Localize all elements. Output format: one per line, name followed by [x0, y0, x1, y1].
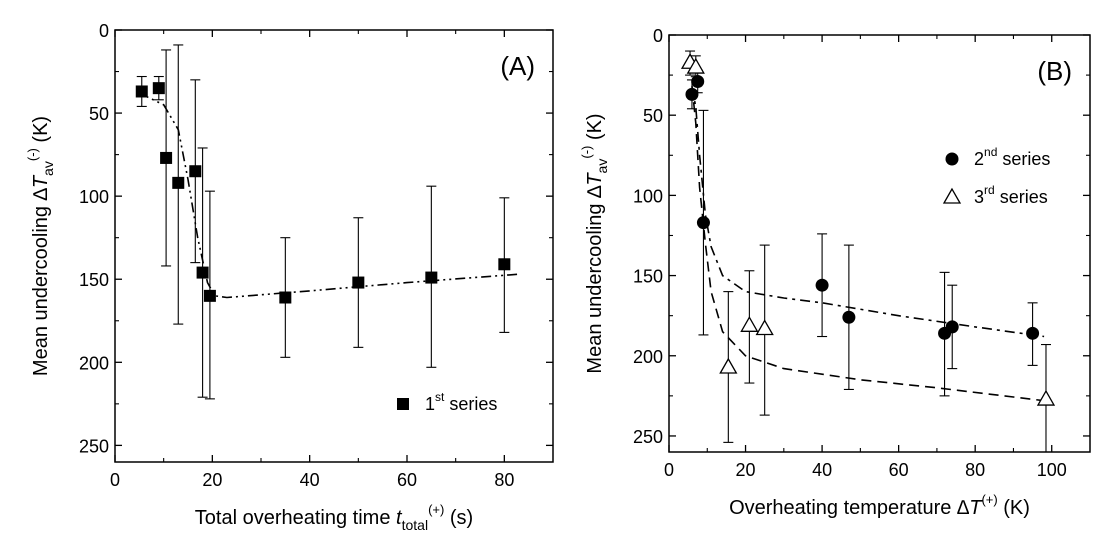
y-tick-label: 0 [653, 26, 663, 46]
data-point-circle [691, 75, 705, 89]
panel-label: (B) [1037, 56, 1072, 86]
x-tick-label: 40 [812, 460, 832, 480]
x-tick-label: 60 [889, 460, 909, 480]
data-point-triangle [686, 57, 705, 74]
data-point-triangle [942, 187, 962, 204]
x-axis-title-superscript: (+) [981, 492, 997, 507]
legend-label: 2nd series [974, 145, 1050, 169]
panel-b: 0 20 40 60 80 100 0 50 100 150 200 250 Overheating t… [579, 26, 1091, 519]
data-point-square [135, 85, 148, 98]
y-tick-label: 150 [633, 267, 663, 287]
plot-frame [114, 29, 554, 463]
y-axis-title-variable: T [584, 172, 606, 186]
y-tick-label: 200 [633, 347, 663, 367]
legend-label: 1st series [425, 390, 497, 414]
x-tick-label: 80 [965, 460, 985, 480]
x-axis-title-text: Overheating temperature [729, 497, 957, 519]
legend-ordinal: rd [984, 183, 995, 197]
y-axis-title-subscript: av [594, 159, 610, 174]
x-axis-title: Overheating temperature ∆T(+) (K) [729, 492, 1030, 519]
x-tick-label: 40 [300, 470, 320, 490]
x-tick-label: 100 [1037, 460, 1067, 480]
data-point-square [397, 398, 409, 410]
x-axis-title-variable: t [396, 507, 403, 529]
data-point-square [172, 176, 185, 189]
legend-label: 3rd series [974, 183, 1048, 207]
data-point-triangle [719, 357, 738, 374]
data-point-square [279, 291, 292, 304]
fit-line [691, 86, 1045, 402]
legend-ordinal: nd [984, 145, 997, 159]
legend-text: series [444, 394, 497, 414]
y-axis-title-text: Mean undercooling ∆ [30, 187, 52, 376]
legend-text: series [995, 187, 1048, 207]
x-axis-title-unit: (K) [998, 497, 1030, 519]
x-axis-title-variable: ∆T [957, 497, 983, 519]
data-point-square [203, 289, 216, 302]
x-axis-title-unit: (s) [444, 507, 473, 529]
data-point-circle [945, 152, 959, 166]
data-point-circle [1026, 326, 1040, 340]
fit-line [138, 92, 519, 299]
x-axis-title-superscript: (+) [428, 502, 444, 517]
y-axis-title-superscript: (-) [579, 146, 594, 159]
legend-number: 1 [425, 394, 435, 414]
data-point-circle [945, 320, 959, 334]
data-point-square [160, 151, 173, 164]
data-point-circle [696, 216, 710, 230]
x-tick-label: 20 [202, 470, 222, 490]
data-point-triangle [1036, 389, 1056, 406]
data-point-square [189, 165, 202, 178]
y-tick-label: 0 [99, 21, 109, 41]
legend-text: series [997, 149, 1050, 169]
plot-frame [668, 34, 1091, 453]
y-tick-label: 50 [89, 104, 109, 124]
data-point-square [196, 266, 209, 279]
x-axis-title-subscript: total [402, 517, 428, 533]
x-axis-title-text: Total overheating time [195, 507, 396, 529]
y-tick-label: 250 [79, 436, 109, 456]
data-point-square [425, 271, 438, 284]
x-axis-title: Total overheating time ttotal(+) (s) [195, 502, 473, 533]
legend-number: 2 [974, 149, 984, 169]
fit-line [691, 86, 1045, 338]
y-axis-title-subscript: av [40, 161, 56, 176]
legend-number: 3 [974, 187, 984, 207]
data-point-square [498, 258, 511, 271]
data-point-circle [815, 278, 829, 292]
y-tick-label: 200 [79, 353, 109, 373]
y-axis-title-superscript: (-) [25, 148, 40, 161]
y-axis-title: Mean undercooling ∆Tav(-) (K) [25, 116, 56, 376]
y-tick-label: 100 [79, 187, 109, 207]
y-axis-title-unit: (K) [30, 116, 52, 148]
panel-a: 0 20 40 60 80 0 50 100 150 200 250 Total overheatin… [25, 21, 554, 533]
panel-label: (A) [500, 51, 535, 81]
y-axis-title-unit: (K) [584, 113, 606, 145]
data-point-triangle [740, 315, 759, 332]
x-tick-label: 60 [397, 470, 417, 490]
y-tick-label: 100 [633, 186, 663, 206]
data-point-square [352, 276, 365, 289]
y-axis-title: Mean undercooling ∆Tav(-) (K) [579, 113, 610, 373]
data-point-circle [685, 87, 699, 101]
data-point-square [152, 82, 165, 95]
y-tick-label: 150 [79, 270, 109, 290]
y-axis-title-text: Mean undercooling ∆ [584, 185, 606, 374]
legend-ordinal: st [435, 390, 445, 404]
x-tick-label: 0 [110, 470, 120, 490]
x-tick-label: 20 [736, 460, 756, 480]
x-tick-label: 80 [494, 470, 514, 490]
data-point-circle [842, 310, 856, 324]
y-tick-label: 50 [643, 106, 663, 126]
y-axis-title-variable: T [30, 174, 52, 188]
data-point-triangle [755, 319, 774, 336]
y-tick-label: 250 [633, 427, 663, 447]
x-tick-label: 0 [664, 460, 674, 480]
